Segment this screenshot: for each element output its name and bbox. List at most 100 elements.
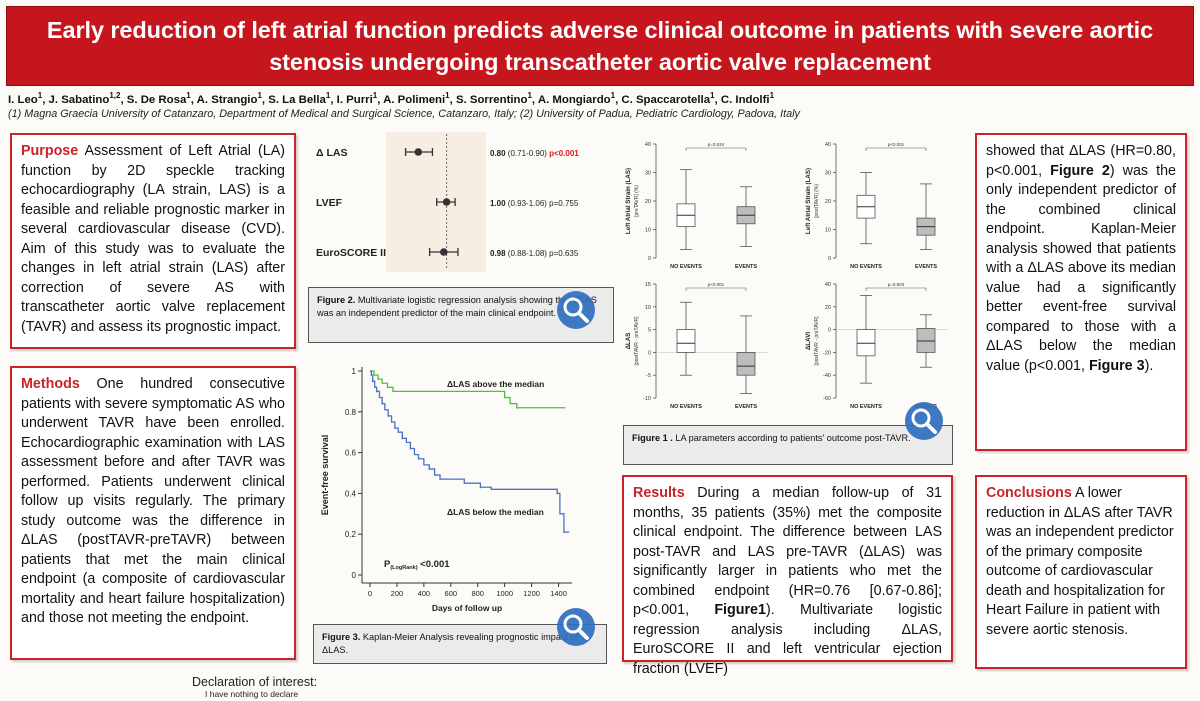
author-name: I. Leo [8,93,38,106]
box-group-label: EVENTS [735,264,757,270]
author-name: J. Sabatino [48,93,110,106]
forest-odds-ratio: 0.80 [490,149,508,158]
km-x-tick-label: 1200 [523,589,540,598]
box-iqr [916,328,936,353]
box-y-tick-label: 20 [825,199,831,205]
author-affiliation-index: 1 [710,91,715,100]
km-x-tick-label: 0 [368,589,372,598]
box-y-tick-label: 15 [645,282,651,288]
author-name: A. Polimeni [383,93,446,106]
km-x-tick-label: 400 [418,589,431,598]
results-cont-fig-ref-1: Figure 2 [1050,162,1110,179]
zoom-figure3-button[interactable] [557,608,595,646]
magnifier-icon [563,614,589,640]
zoom-figure2-button[interactable] [557,291,595,329]
km-y-tick-label: 0.8 [345,408,357,417]
forest-p-value: p=0.635 [549,249,579,258]
box-y-tick-label: -60 [823,396,831,402]
author-affiliation-index: 1 [445,91,450,100]
author-name: S. De Rosa [126,93,187,106]
km-x-tick-label: 800 [471,589,484,598]
box-p-value: p<0.001 [888,142,905,147]
box-p-value: p=0.634 [708,142,725,147]
forest-ci-text: (0.88-1.08) [508,249,549,258]
forest-odds-ratio: 0.98 [490,249,508,258]
figure1-caption: Figure 1 . LA parameters according to pa… [623,425,953,465]
box-y-tick-label: 5 [648,328,651,334]
affiliations: (1) Magna Graecia University of Catanzar… [8,108,800,120]
forest-row-stats: 1.00 (0.93-1.06) p=0.755 [490,199,579,208]
forest-row-stats: 0.98 (0.88-1.08) p=0.635 [490,249,579,258]
km-x-tick-label: 600 [445,589,458,598]
forest-row-stats: 0.80 (0.71-0.90) p<0.001 [490,149,579,158]
forest-row-label: Δ LAS [316,147,347,159]
box-group-label: NO EVENTS [670,404,702,410]
box-group-label: NO EVENTS [850,264,882,270]
box-y-tick-label: 10 [645,228,651,234]
poster-header: Early reduction of left atrial function … [6,6,1194,86]
km-y-tick-label: 0.2 [345,530,357,539]
forest-point [439,248,448,256]
box-group-label: EVENTS [915,264,937,270]
box-y-tick-label: 0 [828,328,831,334]
box-y-tick-label: 30 [645,171,651,177]
box-y-axis-sublabel: [postTAVR - preTAVR] [634,316,640,366]
author-name: S. La Bella [268,93,326,106]
box-p-value: p=0.903 [888,282,905,287]
box-y-tick-label: -5 [646,373,651,379]
box-y-tick-label: 10 [825,228,831,234]
forest-point [442,198,451,206]
author-affiliation-index: 1 [186,91,191,100]
author-affiliation-index: 1 [610,91,616,100]
magnifier-icon [563,297,589,323]
figure3-caption-label: Figure 3. [322,632,361,642]
km-p-subscript: (LogRank) [390,565,417,571]
declaration-title: Declaration of interest: [192,675,318,689]
purpose-text: Assessment of Left Atrial (LA) function … [21,143,285,335]
title-line-2: stenosis undergoing transcatheter aortic… [269,49,931,75]
results-cont-fig-ref-2: Figure 3 [1088,357,1145,374]
figure3-km-chart: 0 0.2 0.4 0.6 0.8 1 0 200 400 600 800 1000 1200 1400 D… [320,367,572,613]
author-affiliation-index: 1,2 [109,91,121,100]
km-series-line [370,370,566,409]
box-y-axis-sublabel: [postTAVR] (%) [814,184,820,218]
box-y-tick-label: 40 [825,142,831,148]
km-x-tick-label: 1000 [496,589,513,598]
declaration-text: I have nothing to declare [205,689,299,699]
figure2-forest-plot: Δ LAS 0.80 (0.71-0.90) p<0.001 LVEF 1.00 (0… [316,132,579,272]
author-name: C. Indolfi [720,93,770,106]
forest-odds-ratio: 1.00 [490,199,508,208]
results-cont-text-1: showed that ΔLAS (HR=0.80, p<0.001, [986,143,1176,179]
figure3-caption-text: Kaplan-Meier Analysis revealing prognost… [322,632,579,655]
box-y-tick-label: 30 [825,171,831,177]
conclusions-box: Conclusions A lower reduction in ΔLAS af… [975,475,1187,669]
results-cont-text-2: ) was the only independent predictor of … [986,162,1176,374]
box-y-tick-label: 40 [825,282,831,288]
results-fig-ref: Figure1 [714,602,766,618]
box-y-tick-label: -10 [643,396,651,402]
zoom-figure1-button[interactable] [905,402,943,440]
results-text-2: ). Multivariate logistic regression anal… [633,602,942,677]
box-y-axis-label: ΔLAVI [805,332,812,350]
km-series-label: ΔLAS above the median [447,379,544,389]
box-group-label: EVENTS [735,404,757,410]
km-y-tick-label: 0.6 [345,449,357,458]
methods-heading: Methods [21,376,80,392]
box-y-tick-label: 10 [645,305,651,311]
forest-ci-text: (0.93-1.06) [508,199,549,208]
figure2-caption-label: Figure 2. [317,295,356,305]
box-y-tick-label: 0 [648,256,651,262]
box-y-tick-label: 20 [645,199,651,205]
author-name: C. Spaccarotella [621,93,711,106]
methods-text: One hundred consecutive patients with se… [21,376,285,626]
box-iqr [676,329,696,353]
forest-row-label: LVEF [316,197,343,209]
box-y-tick-label: -20 [823,350,831,356]
km-x-tick-label: 1400 [550,589,567,598]
box-y-axis-sublabel: [postTAVR - preTAVR] [814,316,820,366]
km-y-tick-label: 0.4 [345,489,357,498]
author-list: I. Leo1, J. Sabatino1,2, S. De Rosa1, A.… [8,91,775,106]
box-iqr [856,329,876,357]
